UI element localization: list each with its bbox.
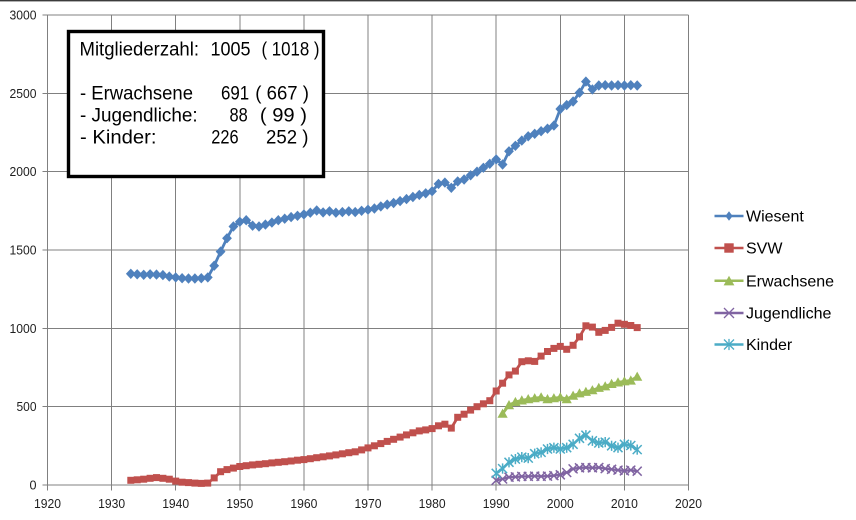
svg-text:- Erwachsene: - Erwachsene bbox=[80, 84, 193, 105]
svg-text:1000: 1000 bbox=[10, 322, 37, 336]
svg-text:2000: 2000 bbox=[10, 165, 37, 179]
svg-text:3000: 3000 bbox=[10, 9, 37, 23]
svg-text:Mitgliederzahl:: Mitgliederzahl: bbox=[80, 40, 200, 61]
svg-text:500: 500 bbox=[17, 400, 37, 414]
svg-text:2010: 2010 bbox=[611, 497, 638, 511]
svg-text:1950: 1950 bbox=[226, 497, 253, 511]
svg-text:1990: 1990 bbox=[483, 497, 510, 511]
svg-text:SVW: SVW bbox=[746, 241, 783, 258]
svg-text:1005: 1005 bbox=[211, 40, 251, 61]
svg-text:1500: 1500 bbox=[10, 244, 37, 258]
svg-text:( 667 ): ( 667 ) bbox=[255, 84, 309, 105]
svg-text:0: 0 bbox=[30, 479, 37, 493]
svg-text:2020: 2020 bbox=[675, 497, 702, 511]
svg-text:( 99 ): ( 99 ) bbox=[260, 106, 307, 127]
svg-text:1940: 1940 bbox=[162, 497, 189, 511]
svg-text:226: 226 bbox=[211, 128, 238, 149]
svg-text:Erwachsene: Erwachsene bbox=[746, 273, 834, 290]
svg-text:88: 88 bbox=[230, 106, 248, 127]
svg-text:1970: 1970 bbox=[355, 497, 382, 511]
svg-text:( 1018 ): ( 1018 ) bbox=[262, 40, 320, 61]
svg-text:1930: 1930 bbox=[98, 497, 125, 511]
svg-text:Kinder: Kinder bbox=[746, 337, 793, 354]
svg-text:Jugendliche: Jugendliche bbox=[746, 306, 832, 323]
svg-text:Wiesent: Wiesent bbox=[746, 209, 804, 226]
svg-text:252 ): 252 ) bbox=[266, 128, 309, 149]
svg-text:- Jugendliche:: - Jugendliche: bbox=[80, 106, 198, 127]
svg-text:1960: 1960 bbox=[290, 497, 317, 511]
svg-text:2000: 2000 bbox=[547, 497, 574, 511]
svg-text:- Kinder:: - Kinder: bbox=[80, 128, 157, 149]
svg-text:2500: 2500 bbox=[10, 87, 37, 101]
svg-text:1920: 1920 bbox=[34, 497, 61, 511]
svg-text:691: 691 bbox=[221, 84, 249, 105]
svg-text:1980: 1980 bbox=[419, 497, 446, 511]
